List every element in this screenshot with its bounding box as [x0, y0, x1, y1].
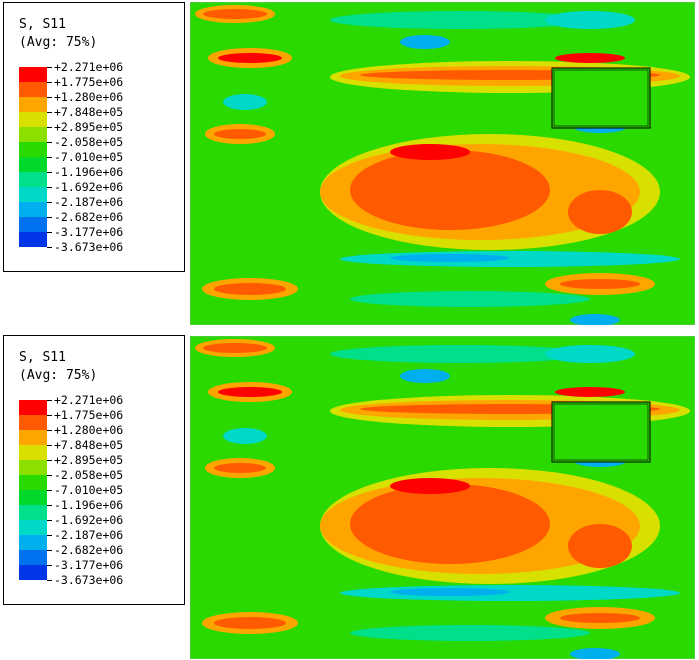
legend-value: -1.692e+06: [54, 513, 124, 527]
legend-value: +7.848e+05: [54, 105, 124, 119]
tick-mark: [47, 67, 52, 68]
tick-mark: [47, 475, 52, 476]
tick-mark: [47, 505, 52, 506]
color-swatch: [19, 187, 47, 202]
color-swatch: [19, 157, 47, 172]
tick-mark: [47, 520, 52, 521]
legend-value: -2.682e+06: [54, 543, 124, 557]
tick-mark: [47, 172, 52, 173]
color-swatch: [19, 400, 47, 415]
color-swatch: [19, 112, 47, 127]
legend-value: +1.775e+06: [54, 75, 124, 89]
tick-mark: [47, 97, 52, 98]
tick-mark: [47, 142, 52, 143]
legend-panel-1: S, S11 (Avg: 75%) +2.271e+06 +1.775e+06 …: [3, 2, 185, 272]
legend-value: -1.692e+06: [54, 180, 124, 194]
color-swatch: [19, 142, 47, 157]
legend-value: +7.848e+05: [54, 438, 124, 452]
legend-value: +2.895e+05: [54, 453, 124, 467]
legend-value: -3.673e+06: [54, 240, 124, 254]
color-swatch: [19, 490, 47, 505]
color-swatch: [19, 202, 47, 217]
tick-mark: [47, 460, 52, 461]
legend-value: +1.280e+06: [54, 423, 124, 437]
legend-title: S, S11: [19, 17, 66, 32]
legend-value: +1.775e+06: [54, 408, 124, 422]
color-swatch: [19, 172, 47, 187]
legend-value: -3.177e+06: [54, 225, 124, 239]
legend-value: -2.058e+05: [54, 468, 124, 482]
tick-mark: [47, 217, 52, 218]
legend-value: +1.280e+06: [54, 90, 124, 104]
legend-value: +2.271e+06: [54, 60, 124, 74]
color-swatch: [19, 82, 47, 97]
tick-mark: [47, 445, 52, 446]
tick-mark: [47, 430, 52, 431]
legend-subtitle: (Avg: 75%): [19, 35, 98, 50]
legend-value: -2.682e+06: [54, 210, 124, 224]
legend-subtitle: (Avg: 75%): [19, 368, 98, 383]
legend-value: +2.895e+05: [54, 120, 124, 134]
color-swatch: [19, 97, 47, 112]
legend-value: -3.673e+06: [54, 573, 124, 587]
color-swatch: [19, 475, 47, 490]
legend-value: -7.010e+05: [54, 150, 124, 164]
color-swatch: [19, 232, 47, 247]
color-swatch: [19, 127, 47, 142]
legend-value: -2.058e+05: [54, 135, 124, 149]
tick-mark: [47, 400, 52, 401]
legend-value: -3.177e+06: [54, 558, 124, 572]
tick-mark: [47, 580, 52, 581]
legend-title: S, S11: [19, 350, 66, 365]
tick-mark: [47, 202, 52, 203]
tick-mark: [47, 490, 52, 491]
color-swatch: [19, 505, 47, 520]
tick-mark: [47, 157, 52, 158]
color-swatch: [19, 415, 47, 430]
legend-value: +2.271e+06: [54, 393, 124, 407]
tick-mark: [47, 565, 52, 566]
color-swatch: [19, 217, 47, 232]
stress-contour-plot-1: [190, 2, 695, 325]
color-swatch: [19, 430, 47, 445]
tick-mark: [47, 232, 52, 233]
tick-mark: [47, 187, 52, 188]
legend-value: -1.196e+06: [54, 165, 124, 179]
legend-value: -2.187e+06: [54, 195, 124, 209]
color-swatch: [19, 460, 47, 475]
legend-value: -7.010e+05: [54, 483, 124, 497]
tick-mark: [47, 550, 52, 551]
tick-mark: [47, 535, 52, 536]
stress-contour-plot-2: [190, 336, 695, 659]
tick-mark: [47, 82, 52, 83]
legend-value: -1.196e+06: [54, 498, 124, 512]
legend-panel-2: S, S11 (Avg: 75%) +2.271e+06 +1.775e+06 …: [3, 335, 185, 605]
color-swatch: [19, 67, 47, 82]
color-swatch: [19, 535, 47, 550]
legend-value: -2.187e+06: [54, 528, 124, 542]
tick-mark: [47, 247, 52, 248]
tick-mark: [47, 127, 52, 128]
color-swatch: [19, 550, 47, 565]
tick-mark: [47, 415, 52, 416]
tick-mark: [47, 112, 52, 113]
color-swatch: [19, 565, 47, 580]
color-swatch: [19, 445, 47, 460]
color-swatch: [19, 520, 47, 535]
